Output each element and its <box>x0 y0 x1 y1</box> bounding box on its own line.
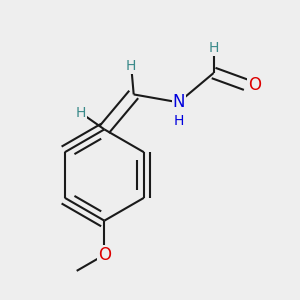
Text: O: O <box>98 246 111 264</box>
Text: H: H <box>208 41 219 55</box>
Text: H: H <box>76 106 86 120</box>
Text: H: H <box>126 59 136 73</box>
Text: N: N <box>172 93 185 111</box>
Text: O: O <box>248 76 261 94</box>
Text: H: H <box>173 115 184 128</box>
